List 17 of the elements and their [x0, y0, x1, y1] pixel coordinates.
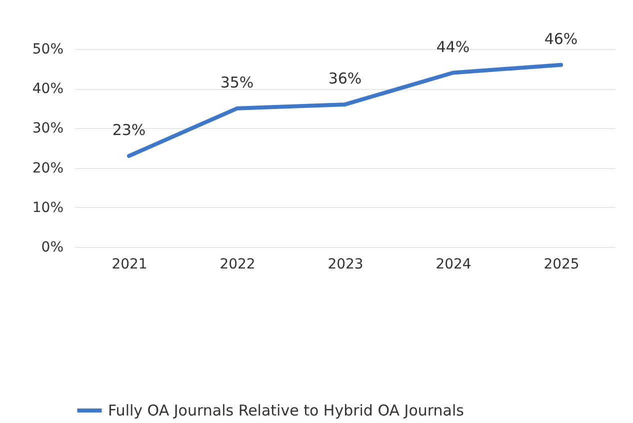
- data-label: 46%: [544, 30, 578, 48]
- data-label: 23%: [112, 120, 146, 139]
- x-tick-label: 2023: [328, 256, 364, 272]
- y-tick-label: 0%: [41, 240, 64, 256]
- y-tick-label: 50%: [32, 42, 64, 58]
- y-tick-label: 30%: [32, 120, 64, 137]
- data-label: 44%: [436, 38, 470, 56]
- x-tick-label: 2022: [220, 256, 256, 272]
- y-tick-label: 20%: [32, 160, 64, 176]
- x-tick-label: 2025: [544, 256, 580, 272]
- y-tick-label: 10%: [32, 200, 64, 216]
- data-label: 36%: [328, 69, 362, 88]
- x-tick-label: 2021: [112, 256, 148, 272]
- y-tick-label: 40%: [32, 81, 64, 98]
- data-label: 35%: [220, 73, 254, 92]
- legend-label: Fully OA Journals Relative to Hybrid OA Journals: [108, 402, 464, 420]
- x-tick-label: 2024: [436, 256, 472, 272]
